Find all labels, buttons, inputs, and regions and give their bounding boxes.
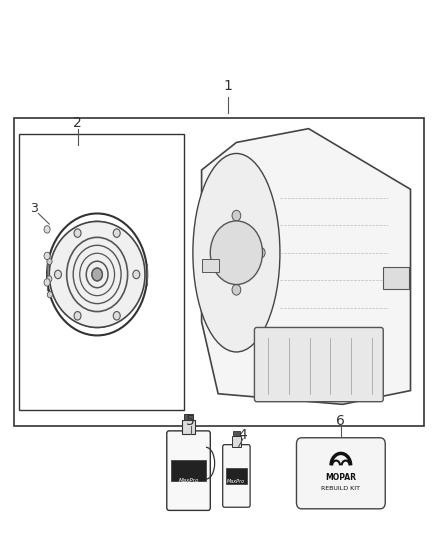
Circle shape bbox=[44, 225, 50, 233]
Circle shape bbox=[113, 311, 120, 320]
Text: 6: 6 bbox=[336, 414, 345, 429]
Bar bbox=[184, 414, 193, 420]
Circle shape bbox=[256, 247, 265, 258]
Text: 4: 4 bbox=[239, 428, 247, 442]
Text: MaxPro: MaxPro bbox=[227, 479, 245, 484]
Circle shape bbox=[44, 252, 50, 260]
Bar bbox=[226, 468, 247, 484]
Ellipse shape bbox=[193, 154, 280, 352]
Circle shape bbox=[232, 211, 241, 221]
Circle shape bbox=[113, 229, 120, 237]
FancyBboxPatch shape bbox=[223, 445, 250, 507]
Text: MaxPro: MaxPro bbox=[178, 478, 199, 483]
Text: 5: 5 bbox=[186, 414, 195, 429]
Polygon shape bbox=[201, 128, 410, 405]
Text: MOPAR: MOPAR bbox=[325, 473, 357, 482]
Text: 3: 3 bbox=[30, 201, 38, 215]
FancyBboxPatch shape bbox=[167, 431, 210, 511]
Bar bbox=[383, 268, 410, 288]
FancyBboxPatch shape bbox=[297, 438, 385, 509]
Circle shape bbox=[47, 292, 53, 298]
Circle shape bbox=[74, 311, 81, 320]
Circle shape bbox=[54, 270, 61, 279]
Text: 2: 2 bbox=[73, 116, 82, 131]
Bar bbox=[182, 420, 195, 433]
Bar bbox=[232, 436, 241, 447]
Circle shape bbox=[211, 247, 220, 258]
Circle shape bbox=[92, 268, 102, 281]
FancyBboxPatch shape bbox=[254, 327, 383, 402]
Circle shape bbox=[232, 285, 241, 295]
Bar bbox=[233, 431, 240, 436]
Circle shape bbox=[74, 229, 81, 237]
Ellipse shape bbox=[49, 221, 145, 327]
Bar bbox=[171, 460, 206, 481]
Text: 1: 1 bbox=[223, 79, 232, 93]
Text: REBUILD KIT: REBUILD KIT bbox=[321, 486, 360, 491]
Bar bbox=[14, 118, 424, 425]
Circle shape bbox=[133, 270, 140, 279]
Circle shape bbox=[47, 276, 52, 282]
Bar bbox=[19, 134, 184, 410]
Circle shape bbox=[210, 221, 262, 285]
Bar bbox=[201, 259, 219, 272]
Circle shape bbox=[44, 279, 50, 286]
Circle shape bbox=[47, 259, 52, 265]
